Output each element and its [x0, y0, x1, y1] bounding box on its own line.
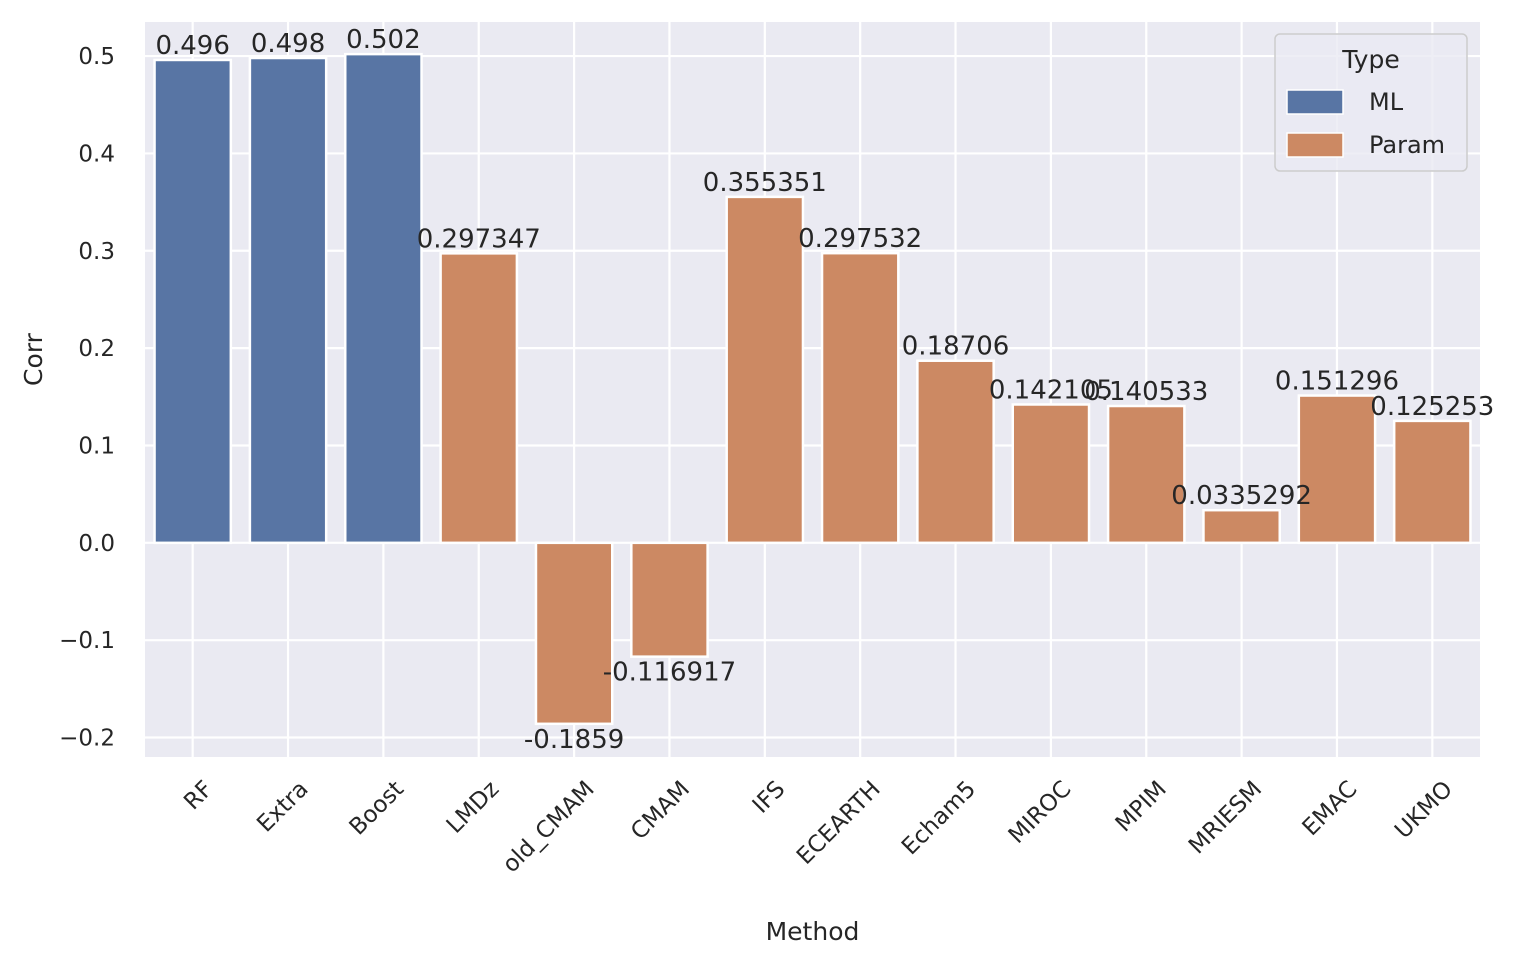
bar-value-label: 0.502 — [346, 25, 420, 55]
x-axis-title: Method — [766, 917, 860, 946]
bar-MIROC — [1011, 403, 1091, 545]
legend-label-Param: Param — [1369, 131, 1445, 159]
bar-value-label: 0.496 — [155, 31, 229, 61]
x-tick-label: MRIESM — [1184, 776, 1267, 859]
bar-MPIM — [1106, 404, 1186, 545]
bar-value-label: 0.355351 — [703, 168, 827, 198]
bar-value-label: 0.142105 — [989, 375, 1113, 405]
bar-value-label: 0.18706 — [902, 332, 1010, 362]
legend-label-ML: ML — [1369, 88, 1404, 116]
bar-RF — [153, 58, 233, 545]
y-tick-label: 0.4 — [78, 141, 115, 167]
bars — [153, 52, 1472, 726]
x-tick-label: old_CMAM — [498, 776, 600, 878]
bar-Boost — [344, 52, 423, 545]
x-tick-label: RF — [179, 776, 218, 815]
legend-swatch-ML — [1286, 89, 1344, 115]
bar-value-labels: 0.496 0.498 0.502 0.297347 -0.1859 -0.116917 0… — [155, 25, 1494, 755]
x-tick-label: UKMO — [1390, 776, 1458, 844]
x-tick-label: Echam5 — [897, 776, 981, 860]
bar-value-label: 0.125253 — [1370, 392, 1494, 422]
x-tick-label: Boost — [345, 776, 409, 840]
bar-ECEARTH — [820, 251, 900, 545]
bar-value-label: 0.297347 — [417, 224, 541, 254]
x-tick-label: MIROC — [1004, 776, 1077, 849]
x-tick-label: EMAC — [1298, 776, 1363, 841]
legend-title: Type — [1341, 45, 1399, 74]
bar-LMDz — [439, 252, 519, 545]
bar-value-label: 0.297532 — [798, 224, 922, 254]
y-tick-label: 0.1 — [78, 433, 115, 459]
y-tick-label: 0.2 — [78, 336, 115, 362]
y-tick-label: −0.2 — [59, 726, 115, 752]
y-axis-ticks: −0.2 −0.1 0.0 0.1 0.2 0.3 0.4 0.5 — [59, 44, 115, 751]
bar-UKMO — [1392, 419, 1472, 545]
bar-Echam5 — [916, 359, 995, 545]
x-tick-label: MPIM — [1111, 776, 1172, 837]
bar-value-label: -0.1859 — [524, 725, 624, 755]
y-axis-title: Corr — [19, 332, 48, 386]
y-tick-label: 0.5 — [78, 44, 115, 70]
x-tick-label: Extra — [252, 776, 313, 837]
bar-value-label: 0.0335292 — [1171, 481, 1312, 511]
bar-CMAM — [630, 541, 709, 658]
bar-EMAC — [1297, 394, 1377, 545]
bar-value-label: 0.151296 — [1275, 367, 1399, 397]
bar-value-label: 0.498 — [251, 29, 325, 59]
bar-Extra — [248, 56, 328, 545]
bar-value-label: 0.140533 — [1084, 377, 1208, 407]
bar-IFS — [725, 195, 805, 545]
y-tick-label: −0.1 — [59, 628, 115, 654]
x-tick-label: IFS — [748, 776, 791, 819]
y-tick-label: 0.3 — [78, 239, 115, 265]
y-tick-label: 0.0 — [78, 531, 115, 557]
x-tick-label: LMDz — [442, 776, 505, 839]
bar-MRIESM — [1202, 508, 1281, 545]
x-tick-label: ECEARTH — [792, 776, 886, 870]
legend: Type ML Param — [1274, 33, 1468, 172]
x-tick-label: CMAM — [626, 776, 695, 845]
bar-value-label: -0.116917 — [603, 658, 736, 688]
legend-swatch-Param — [1286, 132, 1344, 158]
bar-old_CMAM — [534, 541, 614, 726]
